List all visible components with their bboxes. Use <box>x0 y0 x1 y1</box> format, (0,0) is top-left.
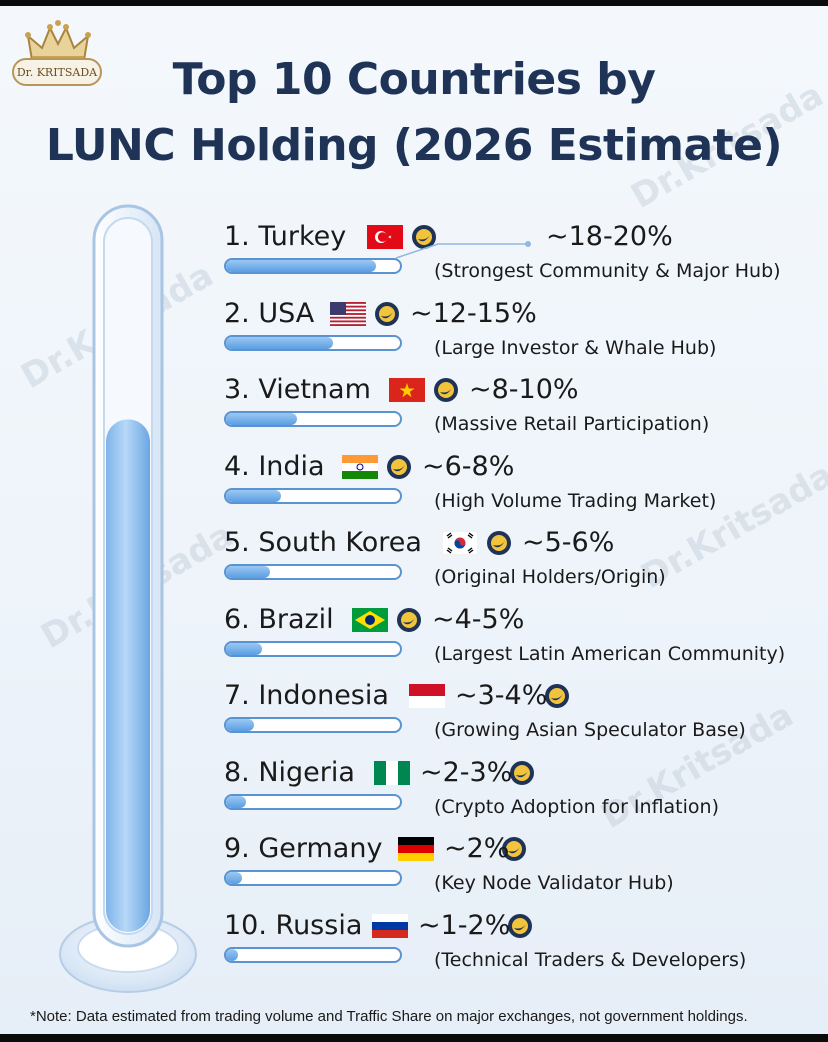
country-note: (Largest Latin American Community) <box>434 642 786 665</box>
page-title: Top 10 Countries by <box>172 54 656 105</box>
holding-bar-fill <box>226 948 238 961</box>
holding-bar-fill <box>226 872 242 884</box>
lunc-coin-icon <box>411 224 437 250</box>
holding-share: ~5-6% <box>522 527 615 558</box>
holding-bar-fill <box>226 336 333 349</box>
country-note: (Growing Asian Speculator Base) <box>434 719 746 741</box>
vietnam-flag-icon <box>389 378 425 407</box>
country-label: 5. South Korea <box>224 527 422 558</box>
germany-flag-icon <box>398 837 434 866</box>
holding-bar-fill <box>226 566 270 578</box>
lunc-coin-icon <box>509 760 535 786</box>
holding-bar-fill <box>226 489 282 502</box>
lunc-coin-icon <box>386 454 412 480</box>
holding-bar <box>224 564 402 580</box>
holding-share: ~2-3% <box>420 756 513 788</box>
usa-flag-icon <box>330 301 366 331</box>
holding-share: ~1-2% <box>418 909 511 941</box>
holding-bar-fill <box>226 719 254 731</box>
country-label: 7. Indonesia <box>224 680 389 711</box>
infographic-card: Dr.Kritsada Dr.Kritsada Dr.Kritsada Dr. K… <box>0 6 828 1034</box>
lunc-coin-icon <box>396 607 422 633</box>
india-flag-icon <box>342 454 378 484</box>
holding-bar <box>224 487 402 504</box>
holding-bar <box>224 946 402 963</box>
holding-share: ~4-5% <box>432 603 525 635</box>
nigeria-flag-icon <box>374 760 410 790</box>
lunc-coin-icon <box>486 530 512 556</box>
indonesia-flag-icon <box>409 684 445 713</box>
footnote: *Note: Data estimated from trading volum… <box>30 1008 748 1025</box>
holding-share: ~18-20% <box>546 221 673 252</box>
holding-bar <box>224 258 402 274</box>
holding-bar <box>224 717 402 733</box>
country-label: 8. Nigeria <box>224 756 355 788</box>
holding-bar-fill <box>226 795 246 808</box>
holding-share: ~6-8% <box>422 450 515 482</box>
holding-bar <box>224 411 402 427</box>
lunc-coin-icon <box>501 836 527 862</box>
lunc-coin-icon <box>374 301 400 327</box>
russia-flag-icon <box>372 913 408 943</box>
lunc-coin-icon <box>544 683 570 709</box>
country-note: (Original Holders/Origin) <box>434 566 666 588</box>
holding-bar-fill <box>226 642 262 655</box>
country-note: (Crypto Adoption for Inflation) <box>434 795 719 818</box>
country-label: 10. Russia <box>224 909 363 941</box>
south-korea-flag-icon <box>441 530 479 560</box>
country-note: (Massive Retail Participation) <box>434 413 710 435</box>
holding-bar <box>224 334 402 351</box>
brand-logo: Dr. KRITSADA <box>10 18 106 92</box>
holding-bar <box>224 640 402 657</box>
country-label: 1. Turkey <box>224 221 347 252</box>
country-note: (Technical Traders & Developers) <box>434 948 747 971</box>
holding-bar <box>224 793 402 810</box>
holding-share: ~12-15% <box>410 297 537 329</box>
country-label: 9. Germany <box>224 833 383 864</box>
country-label: 6. Brazil <box>224 603 334 635</box>
country-note: (Key Node Validator Hub) <box>434 872 674 894</box>
connector-line <box>395 241 531 259</box>
country-note: (Strongest Community & Major Hub) <box>434 260 781 282</box>
holding-bar-fill <box>226 413 298 425</box>
holding-bar-fill <box>226 260 377 272</box>
thermometer-liquid <box>106 419 150 932</box>
holding-share: ~2% <box>444 833 510 864</box>
page-title-line2: LUNC Holding (2026 Estimate) <box>45 120 783 171</box>
turkey-flag-icon <box>367 225 403 254</box>
country-label: 2. USA <box>224 297 315 329</box>
country-note: (Large Investor & Whale Hub) <box>434 336 717 359</box>
brazil-flag-icon <box>352 607 388 637</box>
holding-bar <box>224 870 402 886</box>
country-note: (High Volume Trading Market) <box>434 489 717 512</box>
holding-share: ~8-10% <box>469 374 579 405</box>
thermometer-icon <box>59 204 197 993</box>
holding-share: ~3-4% <box>455 680 548 711</box>
logo-text: Dr. KRITSADA <box>12 58 102 86</box>
country-label: 4. India <box>224 450 325 482</box>
lunc-coin-icon <box>433 377 459 403</box>
lunc-coin-icon <box>507 913 533 939</box>
country-label: 3. Vietnam <box>224 374 371 405</box>
